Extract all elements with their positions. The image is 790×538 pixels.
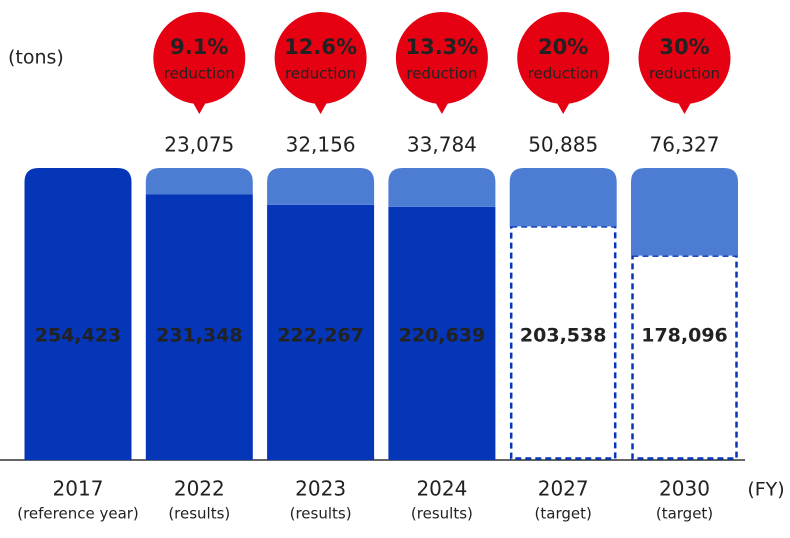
value-label: 222,267 bbox=[277, 325, 364, 347]
bar-segment bbox=[267, 204, 375, 460]
x-tick-note: (target) bbox=[656, 505, 713, 523]
reduction-bubble bbox=[638, 12, 731, 104]
x-tick-label: 2027 bbox=[538, 477, 589, 501]
value-label: 220,639 bbox=[399, 325, 486, 347]
bar-segment bbox=[145, 194, 253, 460]
bar-segment bbox=[631, 168, 738, 256]
reduction-amount: 23,075 bbox=[164, 133, 234, 157]
reduction-text: reduction bbox=[285, 65, 356, 83]
reduction-text: reduction bbox=[164, 65, 235, 83]
x-tick-note: (reference year) bbox=[17, 505, 139, 523]
x-tick-note: (results) bbox=[168, 505, 230, 523]
bar-segment bbox=[267, 168, 375, 205]
reduction-text: reduction bbox=[406, 65, 477, 83]
bar-segment bbox=[388, 206, 496, 460]
reduction-rate: 30% bbox=[659, 35, 709, 59]
value-label: 254,423 bbox=[35, 325, 122, 347]
reduction-rate: 9.1% bbox=[170, 35, 228, 59]
reduction-amount: 32,156 bbox=[286, 133, 356, 157]
bar-segment bbox=[24, 168, 132, 460]
reduction-bubble bbox=[395, 12, 488, 104]
x-tick-label: 2024 bbox=[416, 477, 467, 501]
reduction-amount: 50,885 bbox=[528, 133, 598, 157]
reduction-bubble bbox=[517, 12, 610, 104]
bar-segment bbox=[145, 168, 253, 195]
y-unit: (tons) bbox=[8, 47, 64, 69]
value-label: 203,538 bbox=[520, 325, 607, 347]
value-label: 231,348 bbox=[156, 325, 243, 347]
x-tick-note: (results) bbox=[411, 505, 473, 523]
reduction-amount: 33,784 bbox=[407, 133, 477, 157]
reduction-amount: 76,327 bbox=[650, 133, 720, 157]
reduction-rate: 13.3% bbox=[405, 35, 478, 59]
x-unit: (FY) bbox=[747, 479, 784, 501]
value-label: 178,096 bbox=[641, 325, 728, 347]
x-tick-note: (results) bbox=[290, 505, 352, 523]
x-tick-label: 2023 bbox=[295, 477, 346, 501]
x-tick-label: 2017 bbox=[53, 477, 104, 501]
reduction-bubble bbox=[274, 12, 367, 104]
x-tick-note: (target) bbox=[535, 505, 592, 523]
x-tick-label: 2030 bbox=[659, 477, 710, 501]
reduction-bubble bbox=[153, 12, 246, 104]
bar-segment bbox=[388, 168, 496, 207]
bar-segment bbox=[631, 254, 738, 460]
reduction-rate: 20% bbox=[538, 35, 588, 59]
x-tick-label: 2022 bbox=[174, 477, 225, 501]
reduction-text: reduction bbox=[649, 65, 720, 83]
reduction-text: reduction bbox=[528, 65, 599, 83]
reduction-rate: 12.6% bbox=[284, 35, 357, 59]
bar-segment bbox=[509, 168, 617, 227]
